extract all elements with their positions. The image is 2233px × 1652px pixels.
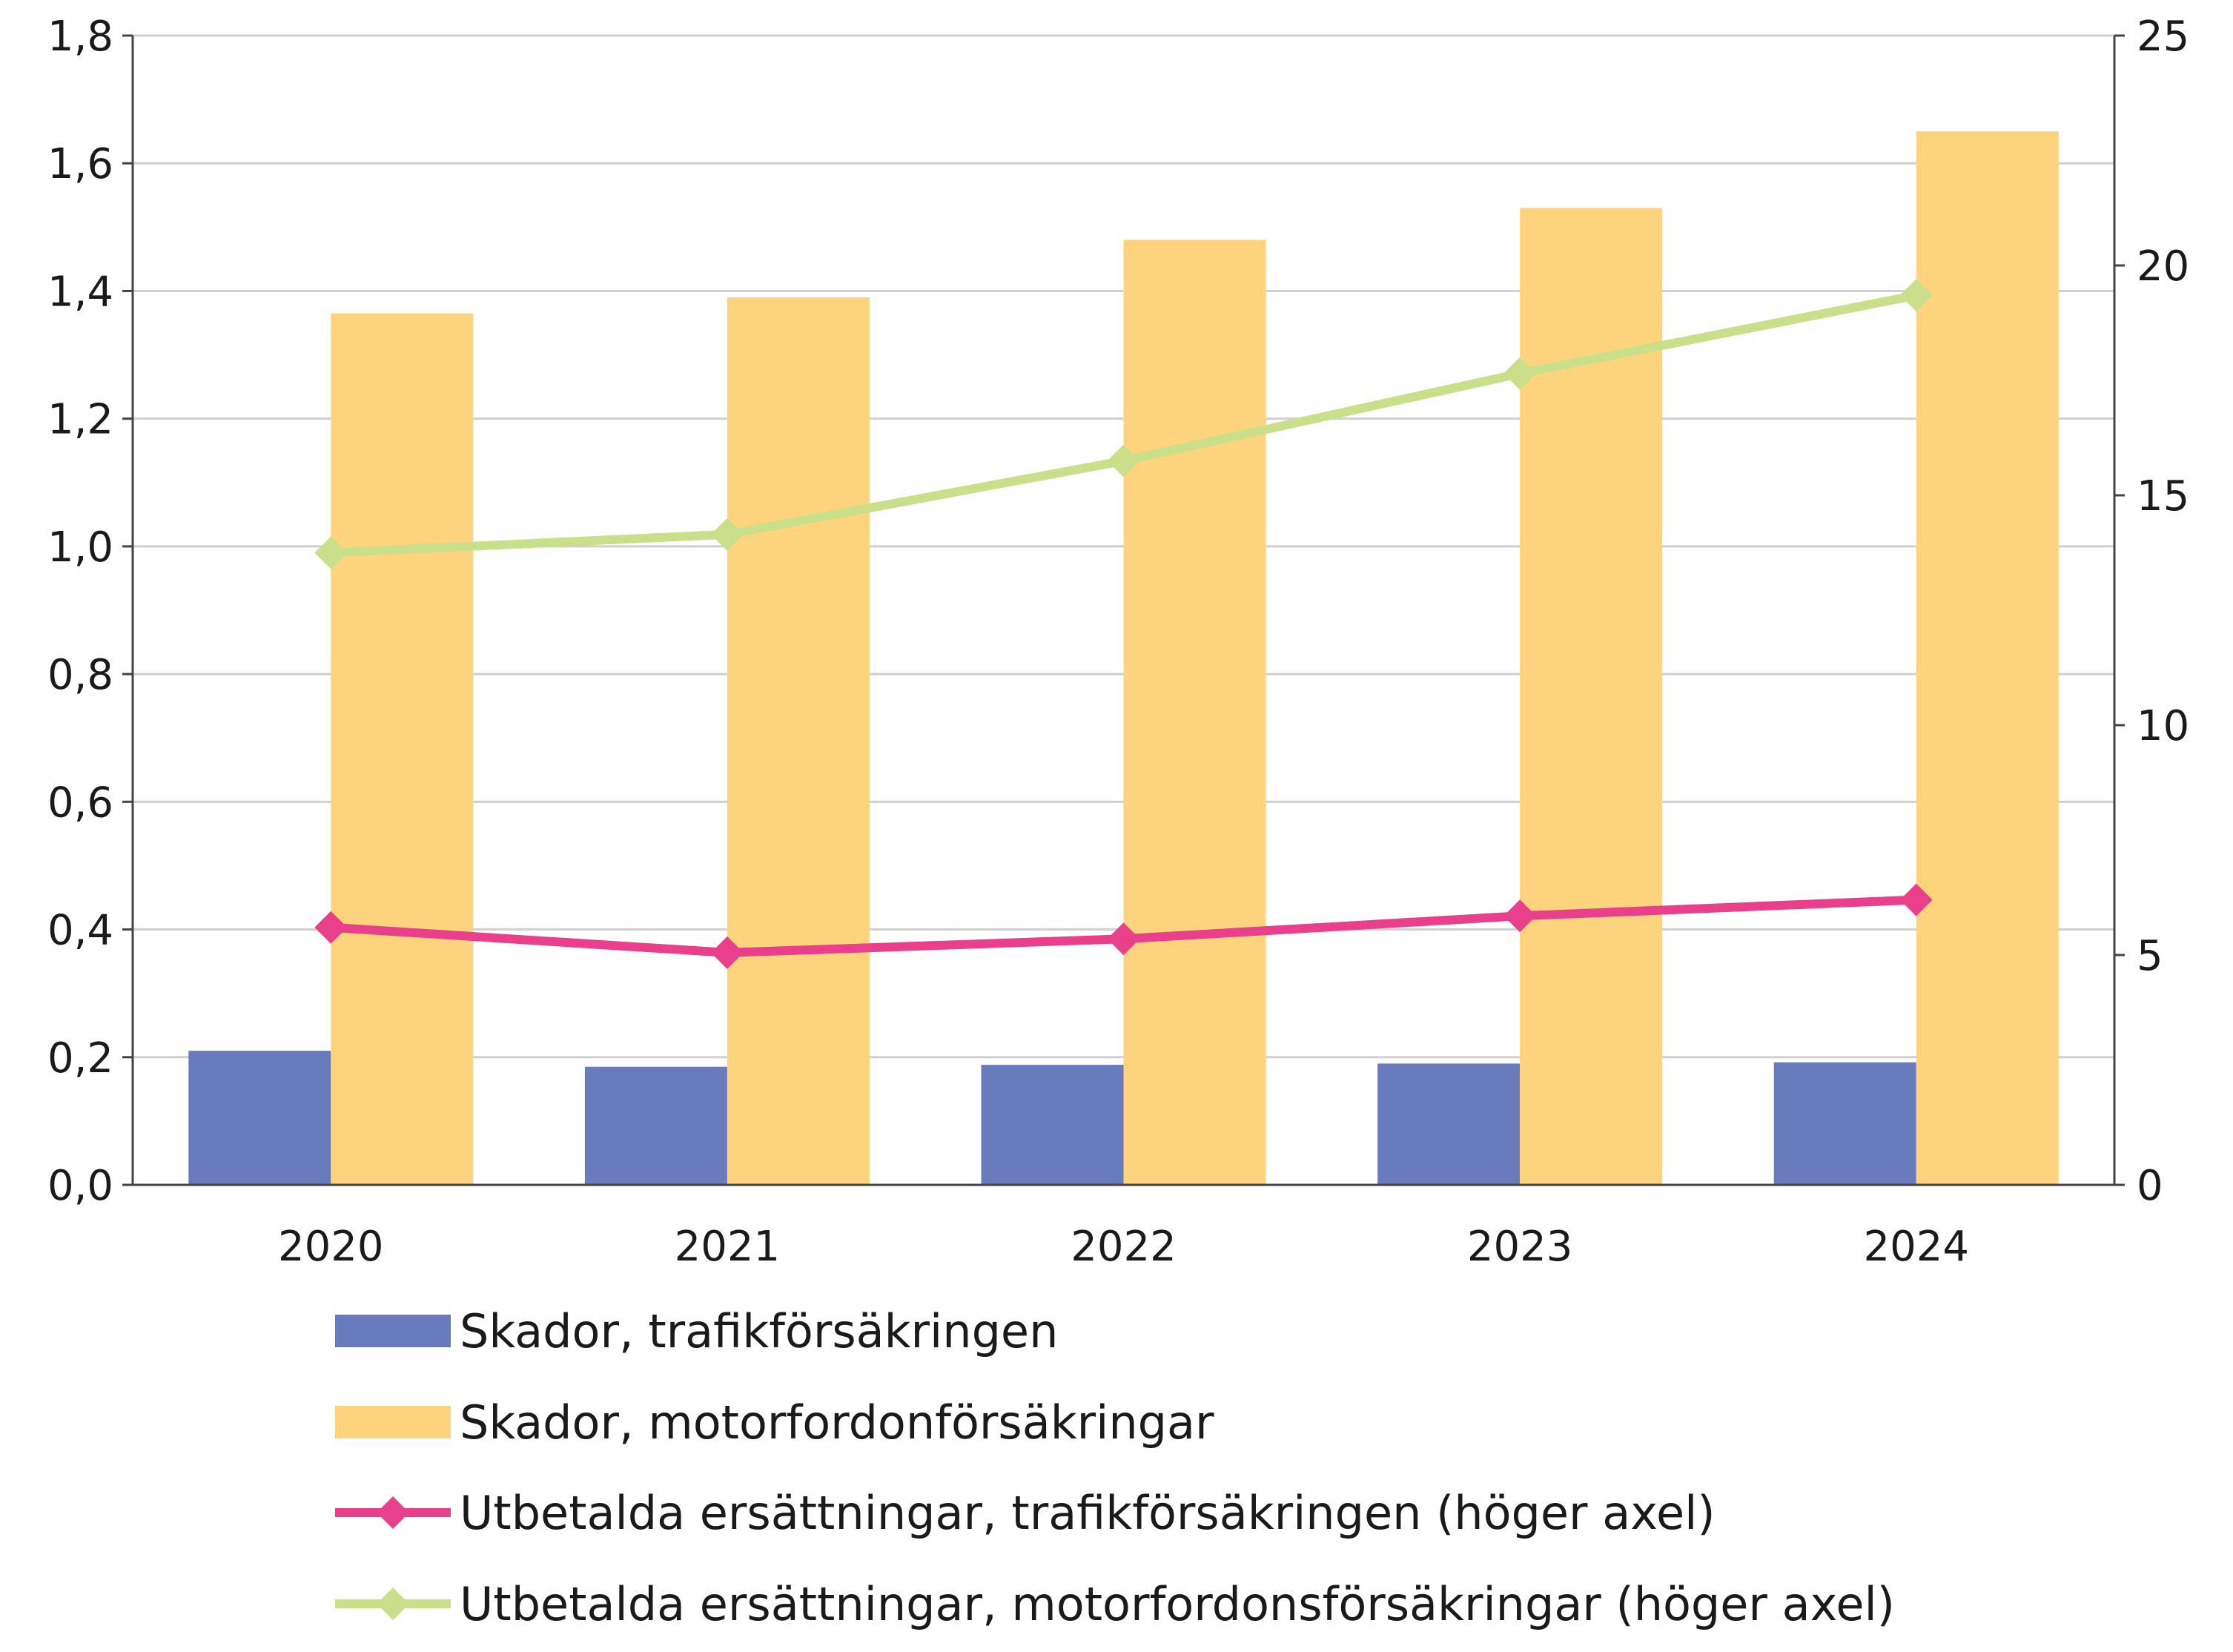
point-marker [314,911,348,944]
legend: Skador, trafikförsäkringen Skador, motorf… [335,1304,1895,1631]
left-tick-label: 0,4 [47,907,113,955]
bar [1916,131,2059,1186]
right-tick-label: 0 [2137,1162,2163,1210]
right-axis-ticks: 0 5 10 15 20 25 [2114,13,2189,1210]
left-tick-label: 1,4 [47,268,113,316]
bar-series [188,131,2059,1186]
legend-label: Utbetalda ersättningar, motorfordonsförs… [460,1577,1895,1631]
bar [727,297,870,1185]
legend-marker [377,1587,409,1620]
point-marker [1107,444,1140,478]
bar [1123,239,1266,1185]
right-tick-label: 20 [2137,242,2189,291]
bar [1377,1063,1521,1185]
left-axis-ticks: 0,0 0,2 0,4 0,6 0,8 1,0 1,2 1,4 1,6 1,8 [47,13,133,1210]
legend-marker [377,1496,409,1529]
left-tick-label: 1,0 [47,523,113,572]
point-marker [1107,922,1140,956]
point-marker [1503,899,1537,933]
right-tick-label: 5 [2137,932,2163,980]
bar [188,1051,331,1185]
legend-label: Skador, motorfordonförsäkringar [460,1395,1214,1450]
point-marker [314,536,348,569]
left-tick-label: 0,6 [47,779,113,827]
legend-swatch [335,1315,451,1347]
bar [981,1065,1124,1185]
point-marker [1899,883,1933,916]
legend-label: Utbetalda ersättningar, trafikförsäkring… [460,1486,1716,1540]
x-tick-label: 2022 [1071,1223,1177,1271]
bar [331,313,474,1185]
bar [584,1066,727,1185]
x-tick-label: 2020 [278,1223,384,1271]
point-marker [1503,357,1537,390]
bar [1520,208,1663,1185]
x-tick-label: 2021 [675,1223,781,1271]
bar [1773,1062,1916,1185]
point-marker [1899,279,1933,312]
left-tick-label: 1,8 [47,13,113,61]
left-tick-label: 0,0 [47,1162,113,1210]
axes [131,36,2116,1186]
x-tick-label: 2023 [1467,1223,1573,1271]
legend-swatch [335,1406,451,1438]
right-tick-label: 15 [2137,472,2189,521]
x-tick-label: 2024 [1863,1223,1969,1271]
line-series [314,279,1933,969]
left-tick-label: 0,2 [47,1034,113,1083]
x-axis-ticks: 2020 2021 2022 2023 2024 [278,1223,1969,1271]
left-tick-label: 1,6 [47,140,113,188]
point-marker [710,936,744,969]
right-tick-label: 10 [2137,702,2189,750]
point-marker [710,518,744,551]
right-tick-label: 25 [2137,13,2189,61]
legend-label: Skador, trafikförsäkringen [460,1304,1058,1358]
left-tick-label: 0,8 [47,651,113,699]
left-tick-label: 1,2 [47,396,113,444]
